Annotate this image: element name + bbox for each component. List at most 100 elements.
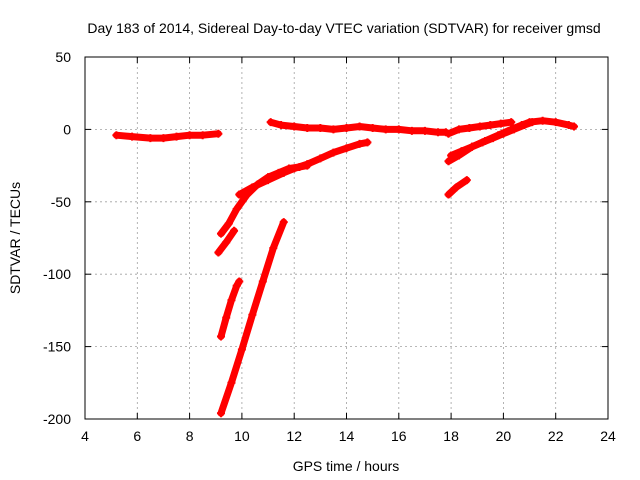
data-point (520, 121, 529, 130)
data-point (269, 244, 278, 253)
x-tick-label: 20 (496, 428, 512, 444)
y-tick-label: -50 (51, 194, 71, 210)
tick-layer: 4 6 8 10 12 14 16 18 20 22 24 50 0 -50 -100 -150 -200 (43, 49, 616, 444)
data-point (279, 168, 288, 177)
data-point (316, 123, 325, 132)
y-axis-title: SDTVAR / TECUs (7, 182, 23, 294)
x-tick-label: 18 (443, 428, 459, 444)
y-tick-label: 50 (55, 49, 71, 65)
y-tick-label: -200 (43, 411, 71, 427)
data-point (496, 119, 505, 128)
data-point (570, 122, 579, 131)
data-point (264, 176, 273, 185)
data-point (509, 125, 518, 134)
data-point (457, 147, 466, 156)
data-point (342, 144, 351, 153)
data-point (227, 378, 236, 387)
data-point (128, 132, 137, 141)
data-point (303, 160, 312, 169)
data-point (222, 238, 231, 247)
data-point (214, 248, 223, 257)
data-point (394, 125, 403, 134)
data-point (381, 125, 390, 134)
data-point (528, 118, 537, 127)
y-tick-label: 0 (63, 121, 71, 137)
series-layer (112, 116, 579, 418)
data-point (452, 183, 461, 192)
data-point (444, 190, 453, 199)
data-point (454, 125, 463, 134)
data-point (363, 138, 372, 147)
data-point (216, 332, 225, 341)
data-point (290, 164, 299, 173)
data-point (475, 122, 484, 131)
data-point (407, 126, 416, 135)
data-point (185, 131, 194, 140)
data-point (468, 142, 477, 151)
data-point (235, 190, 244, 199)
x-tick-label: 14 (339, 428, 355, 444)
data-point (224, 219, 233, 228)
data-point (499, 129, 508, 138)
data-point (279, 218, 288, 227)
data-point (486, 121, 495, 130)
y-tick-label: -100 (43, 266, 71, 282)
data-point (564, 121, 573, 130)
data-point (266, 118, 275, 127)
data-point (230, 226, 239, 235)
data-point (159, 134, 168, 143)
data-point (538, 116, 547, 125)
x-tick-label: 16 (391, 428, 407, 444)
data-point (444, 157, 453, 166)
data-point (214, 129, 223, 138)
data-point (303, 123, 312, 132)
data-point (434, 128, 443, 137)
x-tick-label: 4 (81, 428, 89, 444)
x-tick-label: 10 (234, 428, 250, 444)
x-tick-label: 6 (133, 428, 141, 444)
data-point (216, 409, 225, 418)
data-point (551, 118, 560, 127)
data-point (420, 126, 429, 135)
data-point (368, 123, 377, 132)
data-point (248, 310, 257, 319)
chart-title: Day 183 of 2014, Sidereal Day-to-day VTE… (87, 20, 600, 36)
data-point (146, 134, 155, 143)
data-point (478, 138, 487, 147)
data-point (216, 229, 225, 238)
data-point (355, 139, 364, 148)
data-point (462, 176, 471, 185)
x-tick-label: 12 (286, 428, 302, 444)
data-point (277, 121, 286, 130)
data-point (488, 134, 497, 143)
data-point (248, 183, 257, 192)
x-tick-label: 8 (186, 428, 194, 444)
y-tick-label: -150 (43, 339, 71, 355)
series-arc-4 (235, 138, 371, 199)
data-point (235, 277, 244, 286)
data-point (232, 205, 241, 214)
data-point (290, 122, 299, 131)
data-point (465, 123, 474, 132)
data-point (237, 345, 246, 354)
data-point (329, 148, 338, 157)
data-point (172, 132, 181, 141)
x-axis-title: GPS time / hours (293, 458, 400, 474)
data-point (232, 281, 241, 290)
data-point (329, 125, 338, 134)
data-point (447, 151, 456, 160)
data-point (507, 118, 516, 127)
data-point (258, 277, 267, 286)
data-point (355, 122, 364, 131)
data-point (444, 129, 453, 138)
x-tick-label: 24 (600, 428, 616, 444)
data-point (222, 313, 231, 322)
data-point (112, 131, 121, 140)
data-point (227, 296, 236, 305)
data-point (342, 123, 351, 132)
data-point (198, 131, 207, 140)
x-tick-label: 22 (548, 428, 564, 444)
data-point (316, 154, 325, 163)
grid-layer (85, 57, 608, 419)
